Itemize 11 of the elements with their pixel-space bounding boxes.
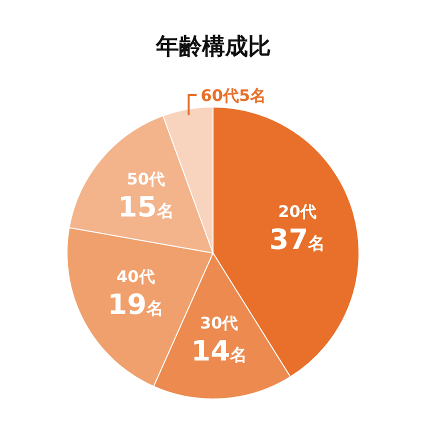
data-label: 37名	[269, 222, 326, 256]
slice-label: 60代	[200, 86, 239, 105]
data-label: 5名	[238, 86, 266, 105]
data-label: 19名	[108, 288, 164, 322]
slice-label: 50代	[126, 170, 166, 189]
data-label: 15名	[118, 190, 174, 224]
slice-label: 40代	[116, 267, 155, 286]
chart-title: 年齢構成比	[155, 34, 271, 60]
data-label: 14名	[191, 334, 248, 368]
slice-label: 30代	[200, 313, 238, 332]
slice-label: 20代	[278, 202, 316, 221]
